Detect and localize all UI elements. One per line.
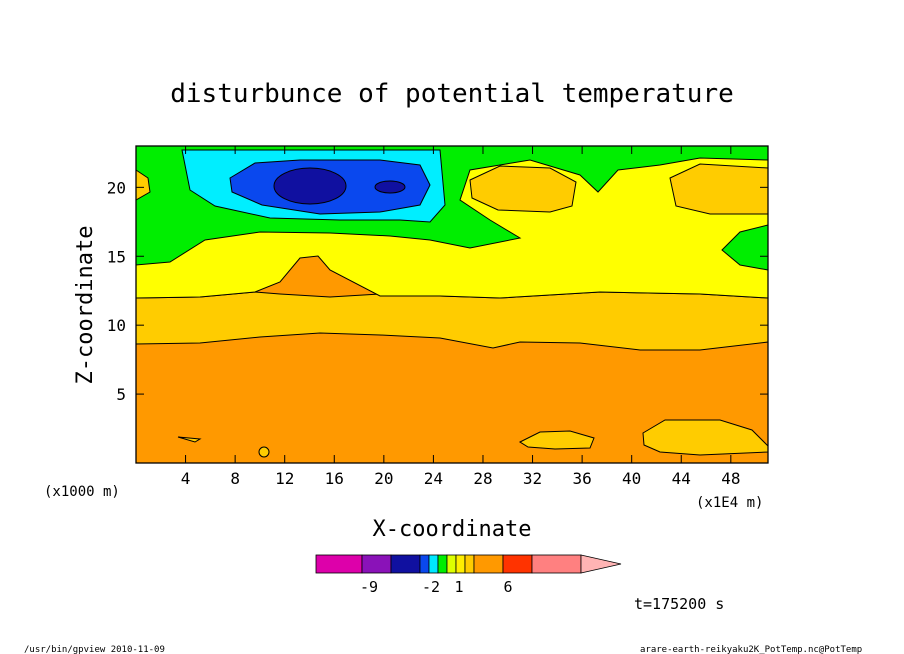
x-tick-label: 28 xyxy=(473,469,492,488)
time-label: t=175200 s xyxy=(634,595,724,613)
x-unit-left: (x1000 m) xyxy=(44,484,120,500)
colorbar-swatch xyxy=(473,554,504,574)
colorbar-swatch xyxy=(437,554,448,574)
contour-warm-low-mid xyxy=(518,430,595,450)
colorbar-labels: -9 -2 1 6 xyxy=(360,578,513,596)
colorbar-swatch xyxy=(502,554,533,574)
y-axis-ticks: 5 10 15 20 xyxy=(107,178,768,404)
contour-core-left xyxy=(273,167,347,205)
x-tick-label: 36 xyxy=(572,469,591,488)
y-tick-label: 15 xyxy=(107,247,126,266)
plot-area xyxy=(135,145,769,464)
colorbar-swatch xyxy=(464,554,475,574)
footer-left: /usr/bin/gpview 2010-11-09 xyxy=(24,645,165,654)
colorbar-swatch xyxy=(419,554,430,574)
contour-warm-upper-mid xyxy=(469,165,577,213)
colorbar-swatch xyxy=(428,554,439,574)
colorbar-swatch xyxy=(315,554,363,574)
contour-warm-upper-right xyxy=(669,163,769,215)
x-tick-label: 40 xyxy=(622,469,641,488)
x-tick-label: 12 xyxy=(275,469,294,488)
x-tick-label: 32 xyxy=(523,469,542,488)
x-axis-label: X-coordinate xyxy=(373,517,532,542)
colorbar-swatch xyxy=(390,554,421,574)
x-unit-right: (x1E4 m) xyxy=(696,495,763,511)
colorbar-label: -9 xyxy=(360,578,378,596)
colorbar xyxy=(315,554,622,574)
colorbar-swatch xyxy=(361,554,392,574)
x-tick-label: 8 xyxy=(230,469,240,488)
colorbar-swatch xyxy=(455,554,466,574)
y-tick-label: 5 xyxy=(116,385,126,404)
plot-frame xyxy=(135,145,769,464)
y-tick-label: 20 xyxy=(107,178,126,197)
x-tick-label: 4 xyxy=(181,469,191,488)
y-tick-label: 10 xyxy=(107,316,126,335)
colorbar-swatch xyxy=(446,554,457,574)
chart-title: disturbunce of potential temperature xyxy=(170,79,734,109)
footer-right: arare-earth-reikyaku2K_PotTemp.nc@PotTem… xyxy=(640,645,862,654)
x-tick-label: 20 xyxy=(374,469,393,488)
x-tick-label: 48 xyxy=(721,469,740,488)
contour-small-dot xyxy=(258,446,270,458)
x-tick-label: 24 xyxy=(424,469,443,488)
contour-core-right xyxy=(374,180,406,194)
y-axis-label: Z-coordinate xyxy=(73,226,98,385)
contour-small-left xyxy=(177,436,202,443)
colorbar-swatch xyxy=(531,554,582,574)
colorbar-label: 1 xyxy=(454,578,463,596)
colorbar-arrow xyxy=(580,554,622,574)
x-tick-label: 16 xyxy=(325,469,344,488)
colorbar-label: 6 xyxy=(503,578,512,596)
x-axis-ticks: 4 8 12 16 20 24 28 32 36 40 44 48 xyxy=(181,146,740,488)
colorbar-label: -2 xyxy=(422,578,440,596)
x-tick-label: 44 xyxy=(672,469,691,488)
